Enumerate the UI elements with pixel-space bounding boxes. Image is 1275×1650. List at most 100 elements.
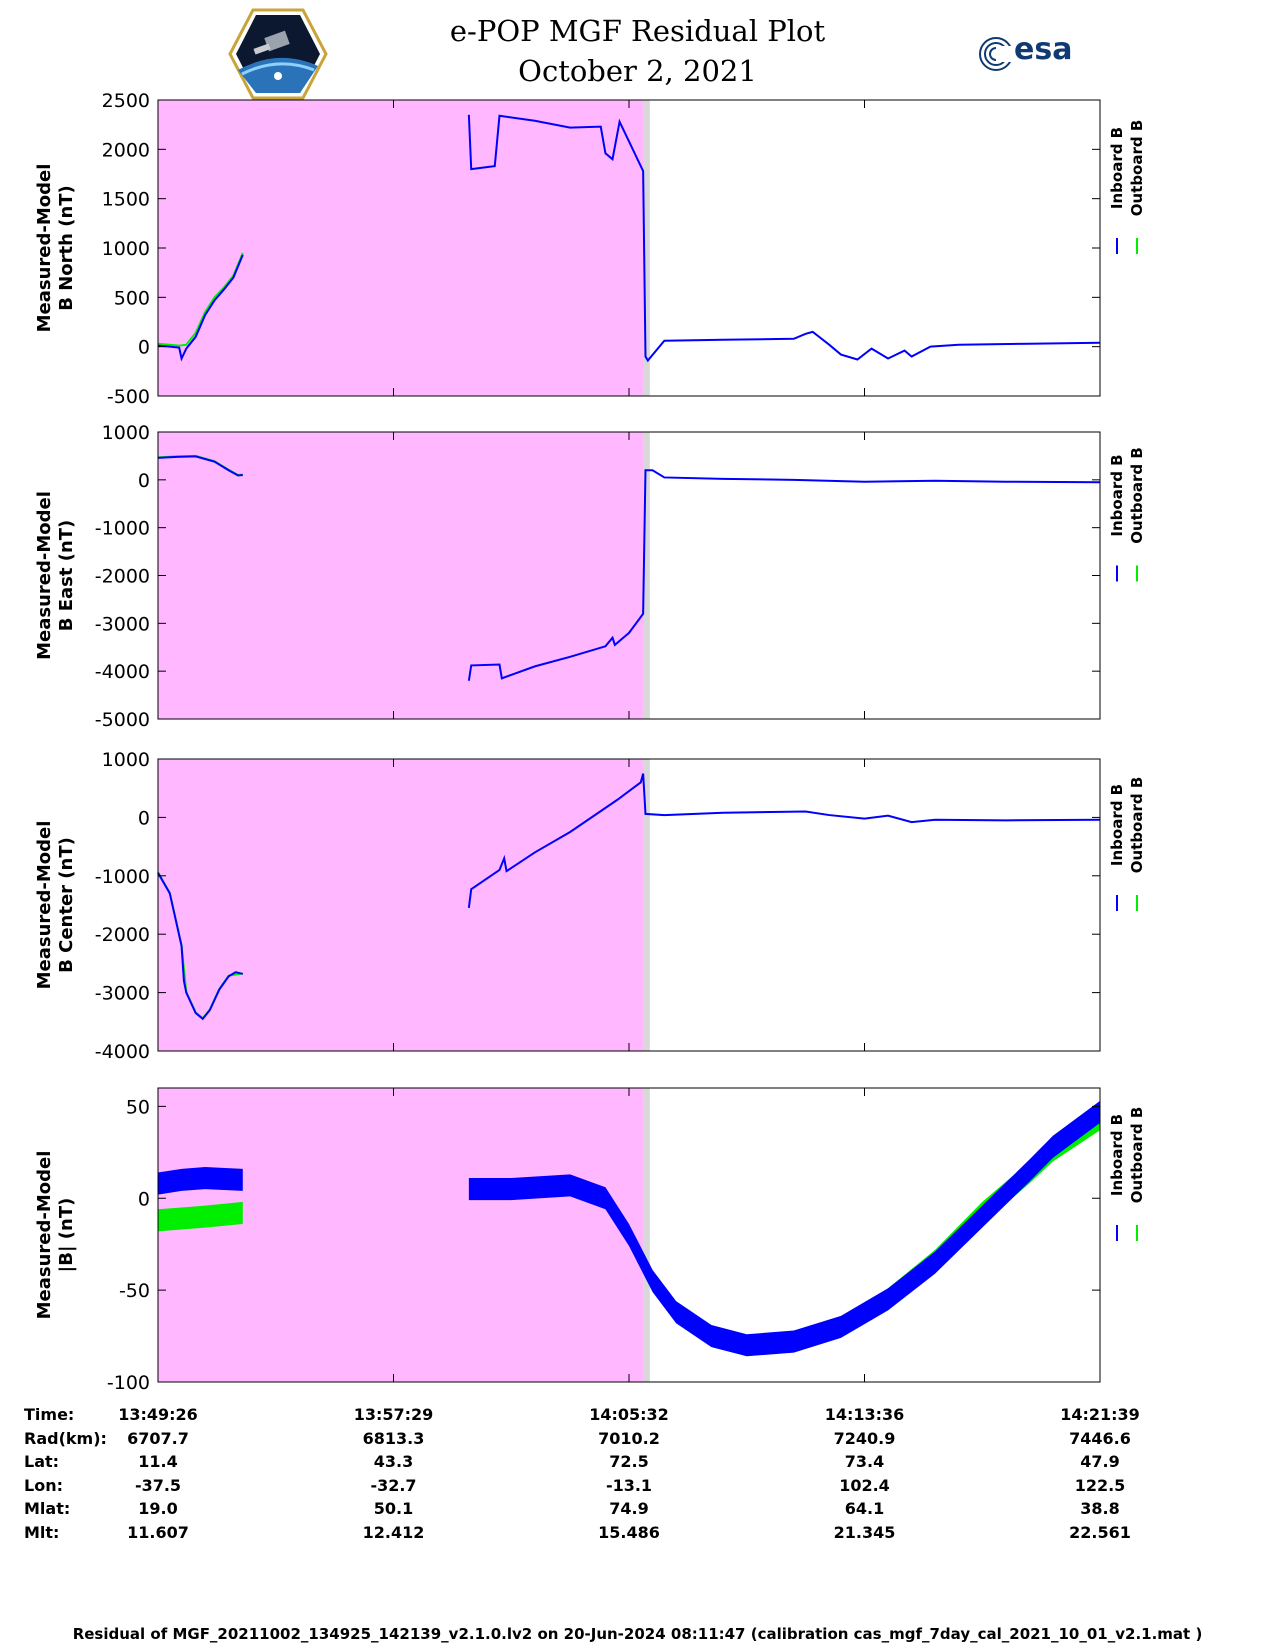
info-row: Lat: 11.4 43.3 72.5 73.4 47.9 bbox=[0, 1452, 1275, 1476]
shaded-region bbox=[158, 100, 644, 396]
info-row: Mlt: 11.607 12.412 15.486 21.345 22.561 bbox=[0, 1523, 1275, 1547]
series-line-inboard-b bbox=[157, 254, 244, 362]
legend-label: Inboard B bbox=[1108, 127, 1126, 209]
info-row-value: 6707.7 bbox=[127, 1428, 189, 1448]
y-tick-label: 1000 bbox=[102, 238, 150, 260]
y-axis-label: Measured-Model bbox=[34, 1151, 55, 1320]
y-tick-label: -500 bbox=[107, 386, 150, 408]
y-axis-label: B East (nT) bbox=[56, 520, 77, 632]
info-row-value: 7240.9 bbox=[833, 1428, 896, 1448]
y-tick-label: 0 bbox=[138, 807, 150, 829]
series-line-inboard-b bbox=[467, 773, 1101, 909]
y-axis-label: B Center (nT) bbox=[56, 837, 77, 973]
info-row-value: 12.412 bbox=[362, 1522, 425, 1542]
info-row-value: 14:05:32 bbox=[589, 1405, 669, 1424]
y-tick-label: 2500 bbox=[102, 90, 150, 112]
legend-label: Outboard B bbox=[1128, 777, 1146, 874]
y-axis-label: Measured-Model bbox=[34, 164, 55, 333]
info-row-value: 13:49:26 bbox=[118, 1405, 198, 1424]
legend-label: Outboard B bbox=[1128, 447, 1146, 544]
y-tick-label: 2000 bbox=[102, 139, 150, 161]
y-tick-label: -50 bbox=[119, 1280, 150, 1302]
info-row: Lon: -37.5 -32.7 -13.1 102.4 122.5 bbox=[0, 1476, 1275, 1500]
info-row-label: Lat: bbox=[24, 1452, 60, 1471]
info-row-value: 43.3 bbox=[373, 1452, 414, 1471]
info-row-value: 11.607 bbox=[127, 1522, 189, 1542]
info-row-value: 7010.2 bbox=[598, 1428, 660, 1448]
y-tick-label: 50 bbox=[126, 1096, 150, 1118]
series-band-inboard-b bbox=[468, 1100, 1100, 1357]
info-row-label: Time: bbox=[24, 1405, 75, 1424]
info-row-value: -32.7 bbox=[370, 1475, 417, 1495]
series-line-inboard-b bbox=[157, 872, 244, 1021]
shaded-region-edge bbox=[643, 432, 650, 719]
info-row-value: 50.1 bbox=[373, 1499, 414, 1518]
y-axis-label: B North (nT) bbox=[56, 185, 77, 311]
shaded-region bbox=[158, 432, 644, 719]
y-tick-label: -3000 bbox=[95, 613, 150, 635]
y-axis-label: Measured-Model bbox=[34, 491, 55, 660]
y-tick-label: -4000 bbox=[95, 1041, 150, 1063]
info-row: Rad(km): 6707.7 6813.3 7010.2 7240.9 7446.6 bbox=[0, 1429, 1275, 1453]
info-row-value: 72.5 bbox=[609, 1452, 649, 1471]
info-row-value: -37.5 bbox=[134, 1475, 182, 1495]
info-row-label: Mlat: bbox=[24, 1499, 71, 1518]
info-row: Time: 13:49:26 13:57:29 14:05:32 14:13:36 14:… bbox=[0, 1405, 1275, 1429]
info-row-value: 14:13:36 bbox=[824, 1405, 905, 1424]
shaded-region-edge bbox=[643, 100, 650, 396]
shaded-region bbox=[158, 759, 644, 1051]
plot-title: e-POP MGF Residual Plot bbox=[449, 14, 826, 48]
series-band-inboard-b bbox=[158, 1167, 243, 1195]
y-tick-label: -5000 bbox=[95, 709, 150, 731]
info-row-value: 47.9 bbox=[1080, 1452, 1120, 1471]
y-tick-label: -2000 bbox=[95, 566, 150, 588]
info-row-value: 21.345 bbox=[833, 1522, 896, 1542]
y-tick-label: 500 bbox=[114, 287, 150, 309]
series-line-outboard-b bbox=[157, 252, 244, 347]
info-row-value: -13.1 bbox=[605, 1475, 653, 1495]
esa-logo: esa bbox=[978, 30, 1098, 78]
info-row-value: 73.4 bbox=[844, 1452, 885, 1471]
info-row-value: 122.5 bbox=[1074, 1475, 1126, 1495]
info-row-value: 22.561 bbox=[1069, 1522, 1131, 1542]
legend-label: Inboard B bbox=[1108, 784, 1126, 866]
info-row-label: Rad(km): bbox=[24, 1428, 107, 1448]
info-row-label: Mlt: bbox=[24, 1522, 60, 1542]
info-row-value: 14:21:39 bbox=[1060, 1405, 1140, 1424]
y-axis-label: |B| (nT) bbox=[56, 1198, 77, 1273]
y-tick-label: 0 bbox=[138, 1188, 150, 1210]
shaded-region-edge bbox=[643, 759, 650, 1051]
info-row-value: 7446.6 bbox=[1069, 1428, 1131, 1448]
y-tick-label: -1000 bbox=[95, 866, 150, 888]
info-row: Mlat: 19.0 50.1 74.9 64.1 38.8 bbox=[0, 1499, 1275, 1523]
info-row-value: 102.4 bbox=[839, 1475, 890, 1495]
y-tick-label: -3000 bbox=[95, 983, 150, 1005]
y-tick-label: -1000 bbox=[95, 518, 150, 540]
shaded-region-edge bbox=[643, 1088, 650, 1382]
header: e-POP MGF Residual Plot October 2, 2021 … bbox=[0, 0, 1275, 100]
y-tick-label: -4000 bbox=[95, 661, 150, 683]
legend-label: Outboard B bbox=[1128, 1107, 1146, 1204]
y-tick-label: -2000 bbox=[95, 924, 150, 946]
footer-caption: Residual of MGF_20211002_134925_142139_v… bbox=[72, 1625, 1203, 1643]
legend-label: Inboard B bbox=[1108, 454, 1126, 536]
y-tick-label: -100 bbox=[107, 1372, 150, 1394]
shaded-region bbox=[158, 1088, 644, 1382]
info-row-value: 13:57:29 bbox=[353, 1405, 434, 1424]
y-tick-label: 1500 bbox=[102, 189, 150, 211]
y-tick-label: 1000 bbox=[102, 422, 150, 444]
info-row-value: 11.4 bbox=[138, 1452, 178, 1471]
y-axis-label: Measured-Model bbox=[34, 821, 55, 990]
series-line-inboard-b bbox=[157, 455, 243, 477]
info-row-value: 19.0 bbox=[138, 1499, 178, 1518]
info-row-value: 6813.3 bbox=[362, 1428, 425, 1448]
info-row-value: 15.486 bbox=[598, 1522, 660, 1542]
legend-label: Outboard B bbox=[1128, 120, 1146, 217]
legend-label: Inboard B bbox=[1108, 1114, 1126, 1196]
info-row-label: Lon: bbox=[24, 1475, 63, 1495]
info-row-value: 64.1 bbox=[844, 1499, 885, 1518]
series-line-inboard-b bbox=[467, 114, 1101, 363]
series-line-inboard-b bbox=[467, 469, 1101, 681]
info-row-value: 38.8 bbox=[1080, 1499, 1120, 1518]
